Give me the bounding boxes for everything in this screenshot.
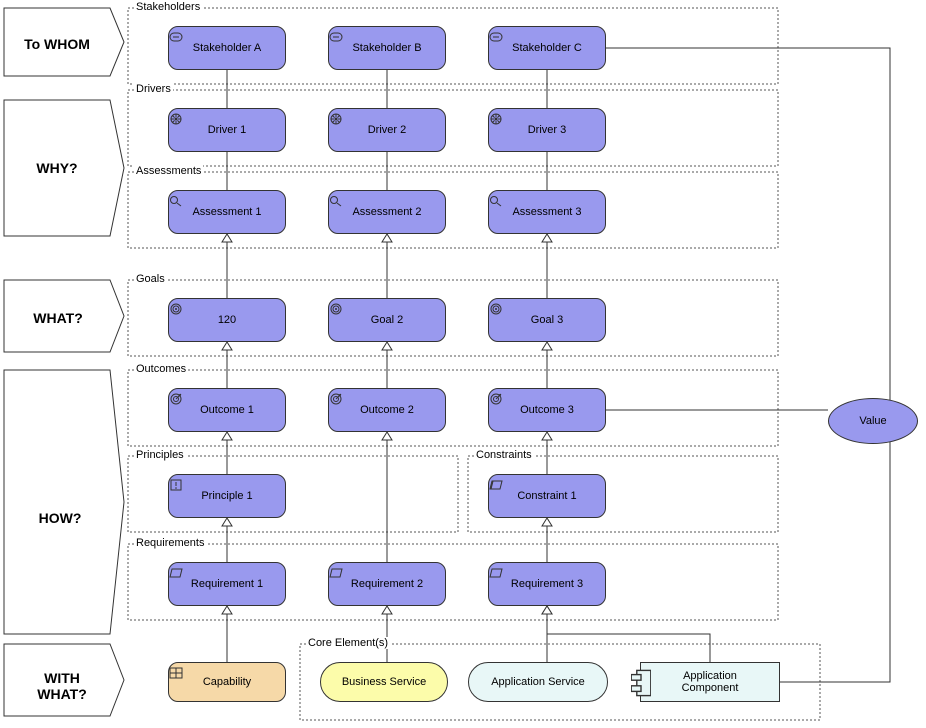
node-label: Requirement 3 [511,578,583,590]
node-0-1: Stakeholder B [328,26,446,70]
g-principles-label: Principles [134,449,186,461]
requirement-icon [169,567,183,579]
node-5-0: Principle 1 [168,474,286,518]
node-label: Driver 1 [208,124,247,136]
goal-icon [329,303,343,315]
q-towhom: To WHOM [12,36,102,52]
g-assessments-label: Assessments [134,165,203,177]
constraint-icon [489,479,503,491]
assessment-icon [329,195,343,207]
driver-icon [489,113,503,125]
node-label: Assessment 3 [512,206,581,218]
node-3-0: 120 [168,298,286,342]
node-label: Stakeholder B [352,42,421,54]
node-0-0: Stakeholder A [168,26,286,70]
node-1-1: Driver 2 [328,108,446,152]
node-label: Goal 2 [371,314,403,326]
g-core-label: Core Element(s) [306,637,390,649]
node-label: Requirement 1 [191,578,263,590]
node-1-2: Driver 3 [488,108,606,152]
q-how: HOW? [20,510,100,526]
node-label: Requirement 2 [351,578,423,590]
node-2-2: Assessment 3 [488,190,606,234]
core-bservice: Business Service [320,662,448,702]
goal-icon [169,303,183,315]
assessment-icon [169,195,183,207]
node-4-1: Outcome 2 [328,388,446,432]
q-with: WITHWHAT? [12,670,112,702]
node-4-0: Outcome 1 [168,388,286,432]
principle-icon [169,479,183,491]
stakeholder-icon [489,31,503,43]
node-label: Stakeholder C [512,42,582,54]
driver-icon [329,113,343,125]
node-label: Goal 3 [531,314,563,326]
capability-icon [169,667,183,679]
node-label: Outcome 3 [520,404,574,416]
node-label: Assessment 2 [352,206,421,218]
outcome-icon [329,393,343,405]
node-6-0: Requirement 1 [168,562,286,606]
core-appcomp: ApplicationComponent [640,662,780,702]
node-label: Stakeholder A [193,42,262,54]
node-2-0: Assessment 1 [168,190,286,234]
outcome-icon [489,393,503,405]
core-appservice: Application Service [468,662,608,702]
node-label: Constraint 1 [517,490,576,502]
g-outcomes-label: Outcomes [134,363,188,375]
node-0-2: Stakeholder C [488,26,606,70]
node-3-2: Goal 3 [488,298,606,342]
node-label: Principle 1 [201,490,252,502]
node-label: 120 [218,314,236,326]
q-why: WHY? [22,160,92,176]
stakeholder-icon [329,31,343,43]
stakeholder-icon [169,31,183,43]
node-3-1: Goal 2 [328,298,446,342]
node-4-2: Outcome 3 [488,388,606,432]
node-label: Driver 2 [368,124,407,136]
requirement-icon [489,567,503,579]
g-constraints-label: Constraints [474,449,534,461]
node-1-0: Driver 1 [168,108,286,152]
node-6-1: Requirement 2 [328,562,446,606]
node-label: Outcome 1 [200,404,254,416]
node-label: Assessment 1 [192,206,261,218]
goal-icon [489,303,503,315]
g-drivers-label: Drivers [134,83,173,95]
node-6-2: Requirement 3 [488,562,606,606]
assessment-icon [489,195,503,207]
g-requirements-label: Requirements [134,537,206,549]
node-5-2: Constraint 1 [488,474,606,518]
node-label: Driver 3 [528,124,567,136]
core-capability: Capability [168,662,286,702]
driver-icon [169,113,183,125]
node-label: Outcome 2 [360,404,414,416]
outcome-icon [169,393,183,405]
value-node: Value [828,398,918,444]
requirement-icon [329,567,343,579]
component-icon [631,669,651,697]
node-2-1: Assessment 2 [328,190,446,234]
q-what: WHAT? [18,310,98,326]
g-goals-label: Goals [134,273,167,285]
g-stakeholders-label: Stakeholders [134,1,202,13]
